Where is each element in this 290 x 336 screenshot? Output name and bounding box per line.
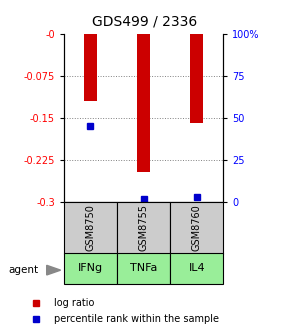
Bar xyxy=(84,34,97,101)
Text: IFNg: IFNg xyxy=(78,263,103,274)
Polygon shape xyxy=(47,265,61,275)
Bar xyxy=(137,34,150,172)
Text: agent: agent xyxy=(9,265,39,275)
Bar xyxy=(190,34,203,123)
Text: percentile rank within the sample: percentile rank within the sample xyxy=(54,314,219,324)
Text: TNFa: TNFa xyxy=(130,263,157,274)
Text: GSM8750: GSM8750 xyxy=(85,204,95,251)
Bar xyxy=(64,202,117,254)
Text: GSM8760: GSM8760 xyxy=(192,204,202,251)
Bar xyxy=(170,202,223,254)
Text: log ratio: log ratio xyxy=(54,298,94,308)
Text: GDS499 / 2336: GDS499 / 2336 xyxy=(93,15,197,29)
Text: GSM8755: GSM8755 xyxy=(139,204,148,251)
Bar xyxy=(170,253,223,284)
Bar xyxy=(117,202,170,254)
Bar xyxy=(64,253,117,284)
Bar xyxy=(117,253,170,284)
Text: IL4: IL4 xyxy=(188,263,205,274)
